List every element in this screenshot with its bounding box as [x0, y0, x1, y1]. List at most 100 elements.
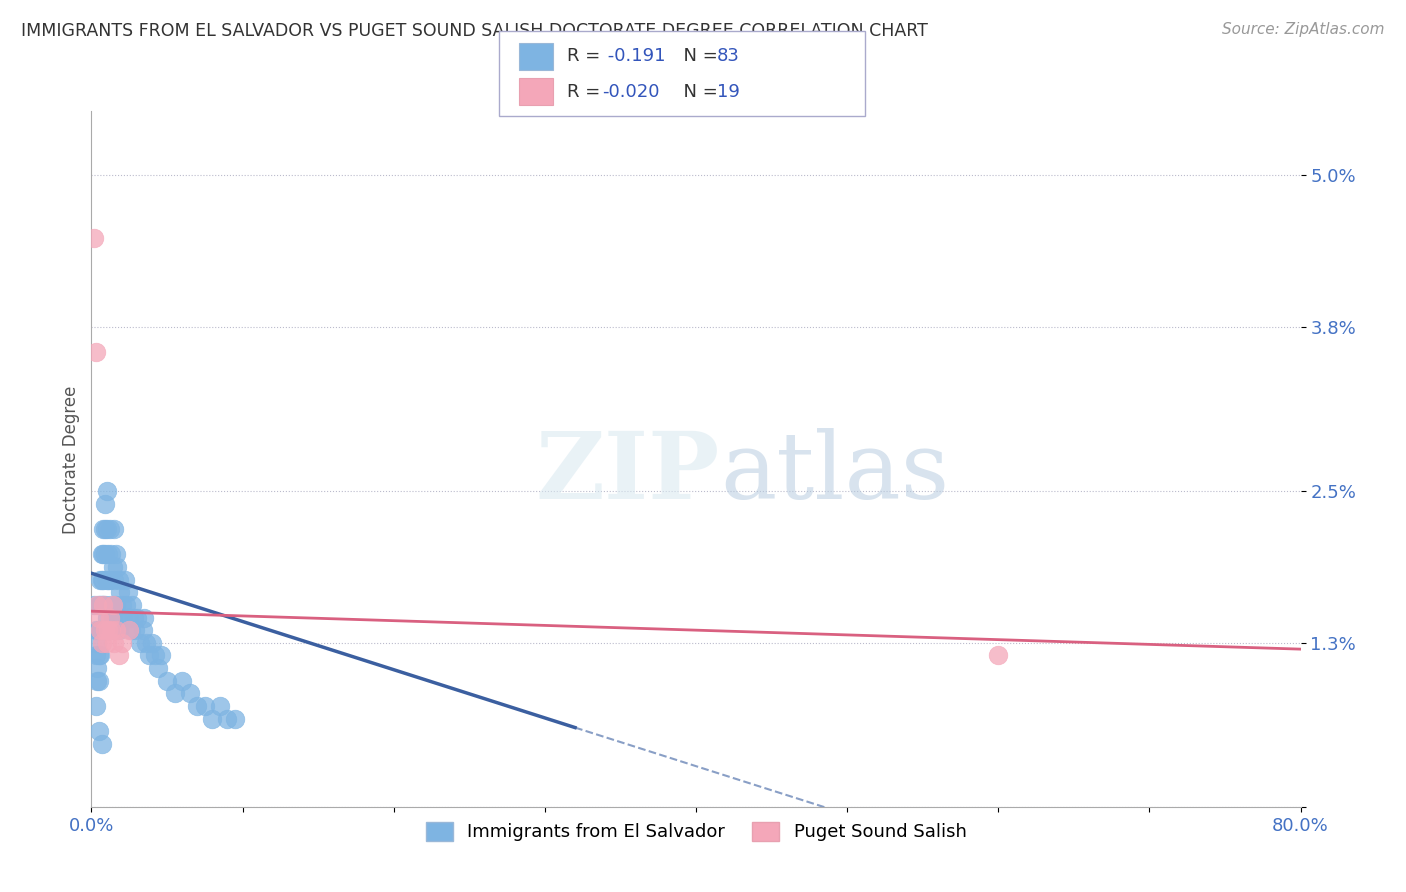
Point — [84, 648, 107, 663]
Point — [97, 623, 120, 637]
Point — [97, 573, 120, 587]
Point — [87, 724, 110, 739]
Point — [96, 636, 118, 650]
Point — [96, 522, 118, 536]
Point — [94, 522, 117, 536]
Point — [100, 598, 122, 612]
Point — [93, 573, 115, 587]
Point — [86, 661, 108, 675]
Point — [91, 547, 114, 561]
Point — [103, 636, 125, 650]
Point — [146, 661, 169, 675]
Point — [141, 636, 163, 650]
Text: -0.191: -0.191 — [602, 47, 665, 65]
Point — [105, 560, 128, 574]
Point — [163, 686, 186, 700]
Point — [128, 636, 150, 650]
Point — [105, 610, 128, 624]
Point — [101, 610, 124, 624]
Text: N =: N = — [672, 83, 724, 101]
Point — [93, 547, 115, 561]
Point — [114, 573, 136, 587]
Point — [138, 648, 160, 663]
Point — [111, 598, 132, 612]
Point — [987, 648, 1010, 663]
Point — [97, 623, 120, 637]
Text: atlas: atlas — [720, 428, 949, 518]
Point — [93, 598, 115, 612]
Point — [94, 547, 117, 561]
Point — [87, 623, 110, 637]
Text: -0.020: -0.020 — [602, 83, 659, 101]
Point — [120, 623, 142, 637]
Point — [132, 623, 155, 637]
Point — [143, 648, 166, 663]
Point — [87, 673, 110, 688]
Point — [194, 699, 217, 714]
Point — [101, 598, 124, 612]
Point — [96, 573, 118, 587]
Point — [104, 598, 127, 612]
Point — [107, 623, 129, 637]
Point — [103, 573, 125, 587]
Point — [89, 598, 111, 612]
Point — [98, 573, 121, 587]
Text: R =: R = — [567, 47, 606, 65]
Text: N =: N = — [672, 47, 724, 65]
Point — [91, 737, 114, 751]
Point — [156, 673, 179, 688]
Point — [115, 598, 138, 612]
Text: ZIP: ZIP — [536, 428, 720, 518]
Point — [125, 610, 148, 624]
Point — [91, 598, 114, 612]
Point — [89, 648, 111, 663]
Point — [104, 623, 127, 637]
Point — [96, 483, 118, 498]
Point — [87, 598, 110, 612]
Text: 19: 19 — [717, 83, 740, 101]
Point — [89, 623, 111, 637]
Point — [86, 636, 108, 650]
Point — [91, 636, 114, 650]
Point — [179, 686, 201, 700]
Text: IMMIGRANTS FROM EL SALVADOR VS PUGET SOUND SALISH DOCTORATE DEGREE CORRELATION C: IMMIGRANTS FROM EL SALVADOR VS PUGET SOU… — [21, 22, 928, 40]
Point — [93, 522, 115, 536]
Point — [172, 673, 194, 688]
Point — [103, 623, 125, 637]
Point — [86, 598, 108, 612]
Point — [149, 648, 172, 663]
Point — [118, 610, 141, 624]
Point — [94, 598, 117, 612]
Point — [97, 547, 120, 561]
Point — [201, 712, 224, 726]
Point — [94, 623, 117, 637]
Point — [84, 699, 107, 714]
Y-axis label: Doctorate Degree: Doctorate Degree — [62, 385, 80, 533]
Point — [84, 344, 107, 359]
Point — [134, 610, 156, 624]
Point — [208, 699, 231, 714]
Point — [107, 573, 129, 587]
Point — [104, 547, 127, 561]
Point — [111, 636, 132, 650]
Point — [186, 699, 208, 714]
Point — [100, 623, 122, 637]
Point — [112, 610, 135, 624]
Point — [108, 585, 131, 599]
Point — [84, 623, 107, 637]
Point — [117, 585, 139, 599]
Point — [96, 610, 118, 624]
Point — [124, 623, 146, 637]
Point — [87, 610, 110, 624]
Point — [121, 598, 143, 612]
Point — [98, 522, 121, 536]
Point — [217, 712, 239, 726]
Point — [118, 623, 141, 637]
Point — [86, 673, 108, 688]
Point — [107, 648, 129, 663]
Point — [91, 623, 114, 637]
Point — [87, 648, 110, 663]
Point — [224, 712, 246, 726]
Point — [83, 231, 105, 245]
Point — [98, 623, 121, 637]
